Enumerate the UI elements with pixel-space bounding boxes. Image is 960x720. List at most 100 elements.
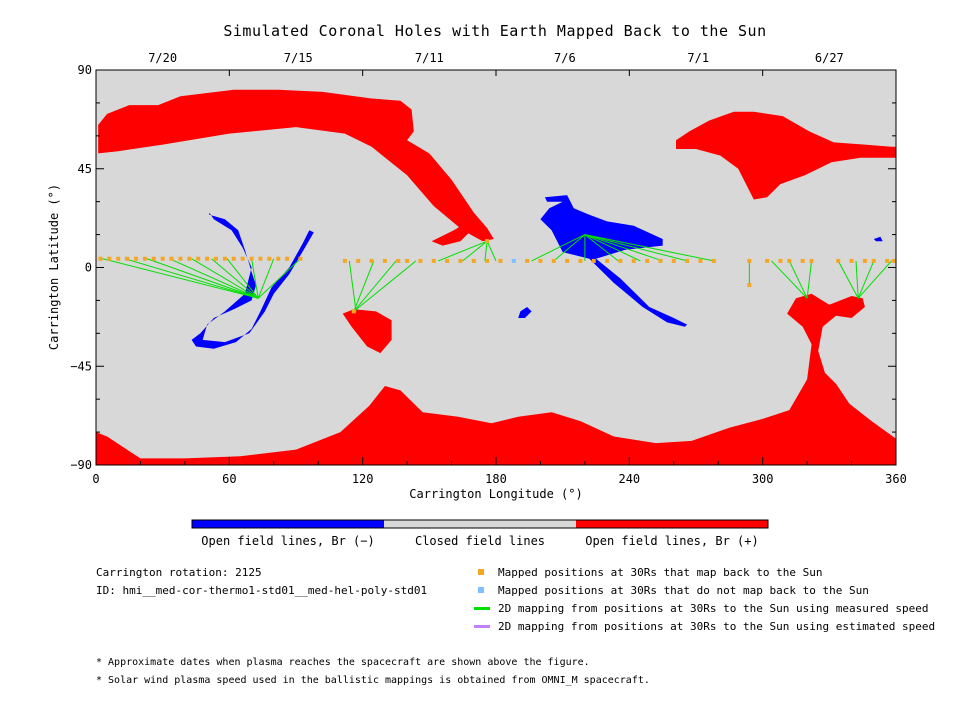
mapping-line-10 — [348, 260, 357, 312]
mapping-line-30 — [837, 260, 859, 299]
negative-open-region-3 — [873, 236, 883, 242]
mapped-position-17 — [249, 256, 254, 261]
mapped-position-54 — [787, 258, 792, 263]
chart-title: Simulated Coronal Holes with Earth Mappe… — [223, 22, 767, 40]
colorbar-negative — [192, 520, 384, 528]
mapped-position-41 — [591, 258, 596, 263]
mapped-position-60 — [871, 258, 876, 263]
mapped-position-63 — [485, 239, 490, 244]
legend-measured-line — [474, 607, 490, 610]
mapped-position-11 — [196, 256, 201, 261]
mapped-position-48 — [685, 258, 690, 263]
y-tick-label-0: 90 — [78, 63, 92, 77]
y-tick-label-2: 0 — [85, 261, 92, 275]
mapped-position-46 — [658, 258, 663, 263]
mapped-position-33 — [471, 258, 476, 263]
mapped-position-19 — [267, 256, 272, 261]
mapped-position-58 — [849, 258, 854, 263]
mapped-position-38 — [551, 258, 556, 263]
footnote-speed: * Solar wind plasma speed used in the ba… — [96, 675, 650, 686]
top-date-label-2: 7/11 — [415, 51, 444, 65]
legend-mapped-marker — [478, 569, 484, 575]
mapped-position-32 — [458, 258, 463, 263]
x-tick-label-4: 240 — [618, 472, 640, 486]
mapping-line-31 — [855, 260, 859, 299]
mapped-position-47 — [671, 258, 676, 263]
mapping-line-16 — [484, 241, 488, 261]
negative-open-region-1 — [540, 195, 688, 327]
negative-open-region-2 — [518, 307, 532, 318]
mapped-position-61 — [885, 258, 890, 263]
mapping-line-24 — [584, 234, 688, 262]
mapping-line-2 — [146, 258, 259, 299]
mapped-position-39 — [565, 258, 570, 263]
mapping-line-15 — [462, 240, 488, 262]
x-tick-label-2: 120 — [352, 472, 374, 486]
mapped-position-20 — [276, 256, 281, 261]
mapped-position-2 — [116, 256, 121, 261]
legend-mapped-label: Mapped positions at 30Rs that map back t… — [498, 566, 823, 579]
colorbar-positive — [576, 520, 768, 528]
mapped-position-65 — [747, 283, 752, 288]
x-tick-label-6: 360 — [885, 472, 907, 486]
mapped-position-55 — [800, 258, 805, 263]
mapped-position-9 — [178, 256, 183, 261]
mapped-position-42 — [605, 258, 610, 263]
mapped-position-25 — [369, 258, 374, 263]
mapped-position-5 — [142, 256, 147, 261]
mapping-line-8 — [257, 258, 275, 299]
mapping-line-22 — [584, 234, 641, 262]
positive-open-region-4 — [431, 223, 470, 246]
mapped-position-49 — [698, 258, 703, 263]
positive-open-region-2 — [96, 293, 896, 465]
mapped-position-3 — [125, 256, 130, 261]
mapping-line-11 — [353, 260, 375, 312]
mapped-position-14 — [222, 256, 227, 261]
mapped-position-35 — [498, 258, 503, 263]
legend-estimated-line — [474, 625, 490, 628]
mapped-position-44 — [631, 258, 636, 263]
mapped-position-4 — [134, 256, 138, 261]
y-axis-label: Carrington Latitude (°) — [47, 184, 61, 350]
mapped-position-18 — [258, 256, 263, 261]
mapped-position-40 — [578, 258, 583, 263]
mapping-line-0 — [102, 258, 259, 299]
mapped-position-23 — [342, 258, 347, 263]
legend-unmapped-marker — [478, 587, 484, 593]
mapping-line-6 — [226, 258, 259, 299]
mapping-line-27 — [771, 260, 808, 299]
mapping-line-33 — [857, 260, 892, 299]
legend-measured-label: 2D mapping from positions at 30Rs to the… — [498, 602, 929, 615]
x-tick-label-1: 60 — [222, 472, 236, 486]
mapping-line-25 — [584, 234, 714, 262]
mapped-position-13 — [214, 256, 218, 261]
mapped-position-10 — [187, 256, 192, 261]
mapped-position-29 — [418, 258, 423, 263]
mapping-line-1 — [124, 258, 259, 299]
mapped-position-50 — [711, 258, 716, 263]
mapped-position-7 — [160, 256, 165, 261]
colorbar-frame — [191, 519, 769, 529]
mapped-position-37 — [538, 258, 543, 263]
mapping-line-4 — [191, 258, 259, 299]
mapped-position-27 — [396, 258, 401, 263]
x-axis-label: Carrington Longitude (°) — [409, 487, 582, 501]
colorbar-label-positive: Open field lines, Br (+) — [585, 534, 759, 548]
x-tick-label-5: 300 — [752, 472, 774, 486]
mapped-position-51 — [747, 258, 752, 263]
x-tick-label-3: 180 — [485, 472, 507, 486]
mapped-position-34 — [485, 258, 490, 263]
mapped-position-26 — [382, 258, 387, 263]
mapped-position-52 — [765, 258, 770, 263]
mapped-position-6 — [151, 256, 156, 261]
mapping-line-7 — [251, 258, 259, 299]
top-date-label-4: 7/1 — [687, 51, 709, 65]
mapping-line-12 — [353, 260, 397, 312]
mapped-position-15 — [231, 256, 236, 261]
unmapped-position-0 — [511, 258, 516, 263]
mapped-position-8 — [169, 256, 174, 261]
mapping-line-14 — [438, 240, 488, 262]
top-date-label-3: 7/6 — [554, 51, 576, 65]
mapped-position-64 — [351, 309, 356, 314]
mapped-position-45 — [645, 258, 650, 263]
